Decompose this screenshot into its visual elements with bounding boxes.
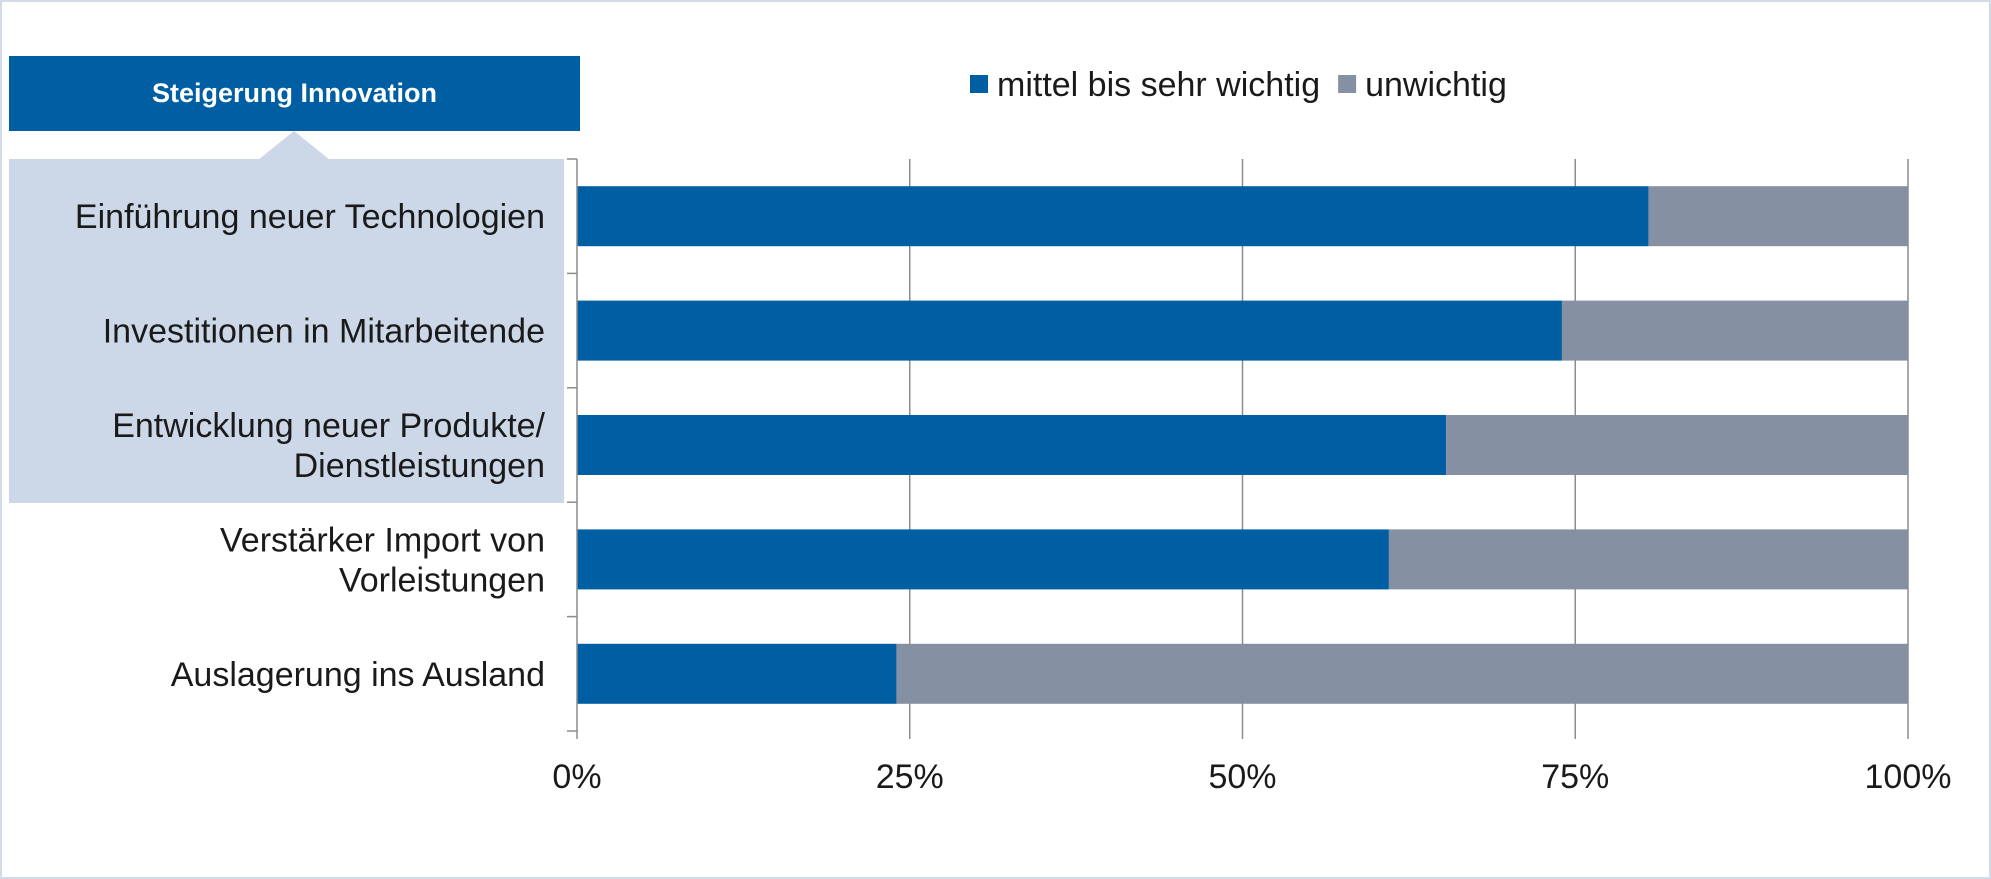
legend: mittel bis sehr wichtig unwichtig [970, 66, 1507, 104]
category-label: Einführung neuer Technologien [75, 198, 545, 236]
legend-label: mittel bis sehr wichtig [997, 66, 1320, 104]
category-labels: Einführung neuer Technologien Investition… [75, 198, 546, 694]
bar-segment [1446, 415, 1908, 475]
x-tick-label: 100% [1865, 758, 1952, 796]
bar-segment [1388, 529, 1908, 590]
bar-segment [577, 300, 1562, 361]
legend-swatch [1338, 75, 1357, 93]
bar-segment [577, 415, 1447, 475]
innovation-highlight-panel [9, 159, 564, 503]
category-label: Entwicklung neuer Produkte/Dienstleistun… [112, 407, 545, 485]
x-tick-labels: 0% 25% 50% 75% 100% [552, 758, 1951, 796]
highlight-pointer [258, 131, 330, 160]
category-label: Investitionen in Mitarbeitende [103, 313, 545, 351]
axes [567, 158, 1909, 739]
bar-segment [896, 643, 1908, 704]
bar-segment [1648, 186, 1908, 247]
category-label: Verstärker Import von Vorleistungen [220, 521, 545, 599]
bar-segment [577, 529, 1389, 590]
category-label: Auslagerung ins Ausland [171, 656, 545, 694]
legend-label: unwichtig [1365, 66, 1507, 104]
x-tick-label: 75% [1541, 758, 1609, 796]
legend-swatch [970, 75, 988, 93]
bar-segment [577, 643, 897, 704]
x-tick-label: 25% [876, 758, 944, 796]
bar-segment [1561, 300, 1908, 361]
x-tick-label: 0% [552, 758, 601, 796]
bars [577, 186, 1908, 704]
x-tick-label: 50% [1208, 758, 1276, 796]
bar-segment [577, 186, 1649, 247]
category-banner: Steigerung Innovation [9, 56, 580, 131]
